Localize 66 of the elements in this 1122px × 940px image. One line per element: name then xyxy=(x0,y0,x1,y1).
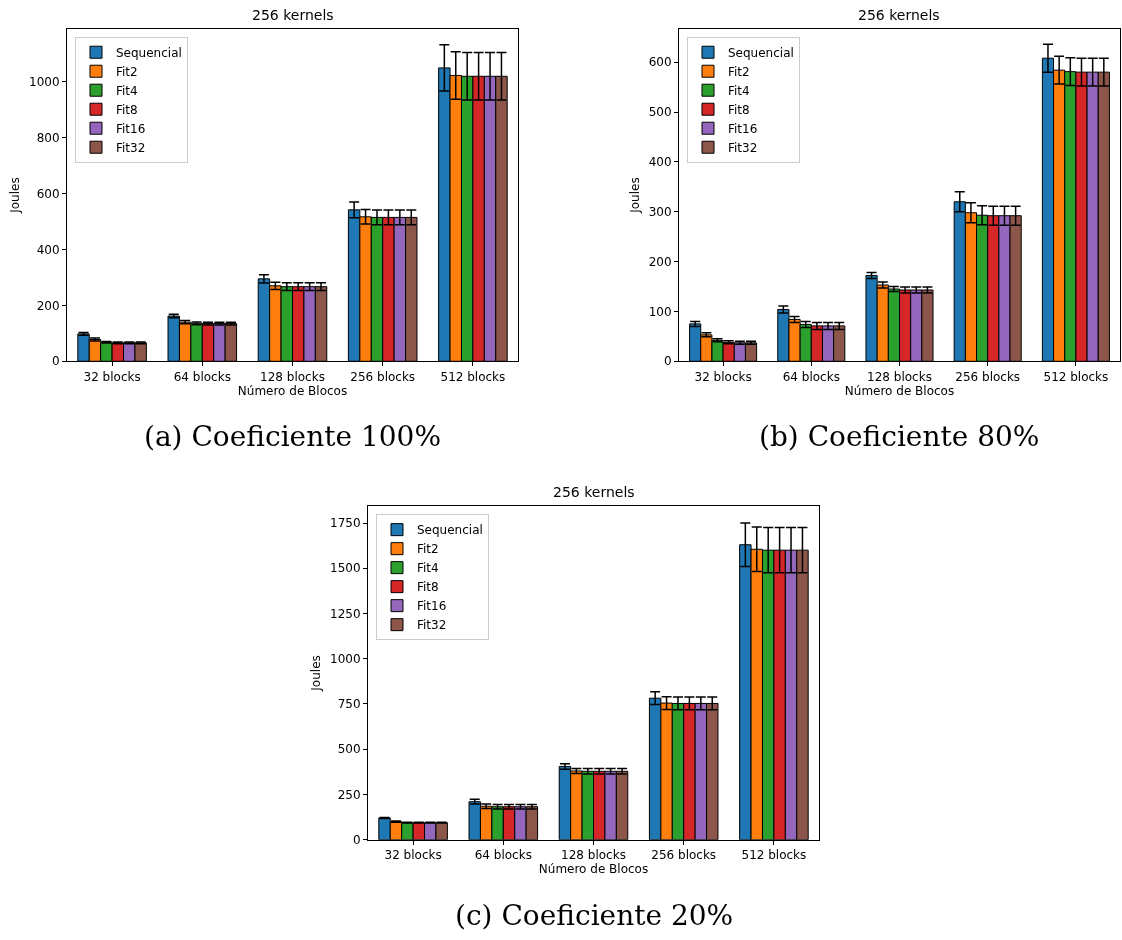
y-tick-label: 600 xyxy=(648,55,672,70)
y-tick-label: 0 xyxy=(51,354,60,369)
text: (b) Coeficiente 80% xyxy=(759,420,1040,453)
chart-title: 256 kernels xyxy=(858,7,940,23)
x-tick-label: 256 blocks xyxy=(350,369,416,384)
x-tick-label: 512 blocks xyxy=(741,848,807,863)
legend-label: Fit2 xyxy=(116,64,138,79)
legend-label: Fit4 xyxy=(116,83,138,98)
y-tick-label: 200 xyxy=(36,298,60,313)
x-tick-label: 128 blocks xyxy=(561,848,626,863)
x-axis-title: Número de Blocos xyxy=(237,383,348,398)
legend-label: Fit8 xyxy=(417,580,439,595)
y-axis-title: Joules xyxy=(309,655,324,692)
y-tick-label: 400 xyxy=(648,155,672,170)
legend-label: Fit32 xyxy=(728,140,758,155)
y-tick-label: 1000 xyxy=(330,651,361,666)
legend-label: Fit4 xyxy=(728,83,750,98)
y-tick-label: 0 xyxy=(352,832,361,847)
y-tick-label: 1000 xyxy=(29,75,60,90)
y-tick-label: 1250 xyxy=(330,606,361,621)
legend-label: Fit16 xyxy=(417,599,447,614)
y-tick-label: 1750 xyxy=(330,516,361,531)
legend-label: Sequencial xyxy=(116,45,182,60)
x-tick-label: 128 blocks xyxy=(260,369,325,384)
legend-label: Fit2 xyxy=(417,542,439,557)
y-tick-label: 0 xyxy=(663,354,672,369)
y-tick-label: 800 xyxy=(36,130,60,145)
legend-label: Fit16 xyxy=(728,121,758,136)
y-tick-label: 500 xyxy=(648,105,672,120)
x-tick-label: 128 blocks xyxy=(867,369,932,384)
y-tick-label: 250 xyxy=(337,787,361,802)
chart-title: 256 kernels xyxy=(553,484,635,500)
legend-label: Fit8 xyxy=(728,102,750,117)
y-axis-title: Joules xyxy=(8,177,23,214)
y-tick-label: 750 xyxy=(337,697,361,712)
x-tick-label: 32 blocks xyxy=(83,369,141,384)
x-tick-label: 512 blocks xyxy=(1043,369,1109,384)
legend-label: Fit32 xyxy=(417,618,447,633)
x-tick-label: 64 blocks xyxy=(782,369,840,384)
y-tick-label: 1500 xyxy=(330,561,361,576)
legend-label: Sequencial xyxy=(728,45,794,60)
x-tick-label: 256 blocks xyxy=(955,369,1021,384)
text: (c) Coeficiente 20% xyxy=(455,899,734,932)
y-tick-label: 400 xyxy=(36,242,60,257)
y-tick-label: 500 xyxy=(337,742,361,757)
legend-label: Fit16 xyxy=(116,121,146,136)
text: (a) Coeficiente 100% xyxy=(144,420,441,453)
x-tick-label: 64 blocks xyxy=(173,369,231,384)
x-axis-title: Número de Blocos xyxy=(844,383,955,398)
chart-title: 256 kernels xyxy=(252,7,334,23)
x-tick-label: 32 blocks xyxy=(384,848,442,863)
legend-label: Fit4 xyxy=(417,561,439,576)
x-tick-label: 256 blocks xyxy=(651,848,717,863)
y-tick-label: 200 xyxy=(648,254,672,269)
legend-label: Fit8 xyxy=(116,102,138,117)
y-axis-title: Joules xyxy=(627,177,642,214)
x-tick-label: 64 blocks xyxy=(474,848,532,863)
legend-label: Sequencial xyxy=(417,523,483,538)
legend-label: Fit2 xyxy=(728,64,750,79)
x-axis-title: Número de Blocos xyxy=(538,862,649,877)
y-tick-label: 300 xyxy=(648,204,672,219)
legend-label: Fit32 xyxy=(116,140,146,155)
x-tick-label: 512 blocks xyxy=(440,369,506,384)
x-tick-label: 32 blocks xyxy=(694,369,752,384)
y-tick-label: 600 xyxy=(36,186,60,201)
y-tick-label: 100 xyxy=(648,304,672,319)
